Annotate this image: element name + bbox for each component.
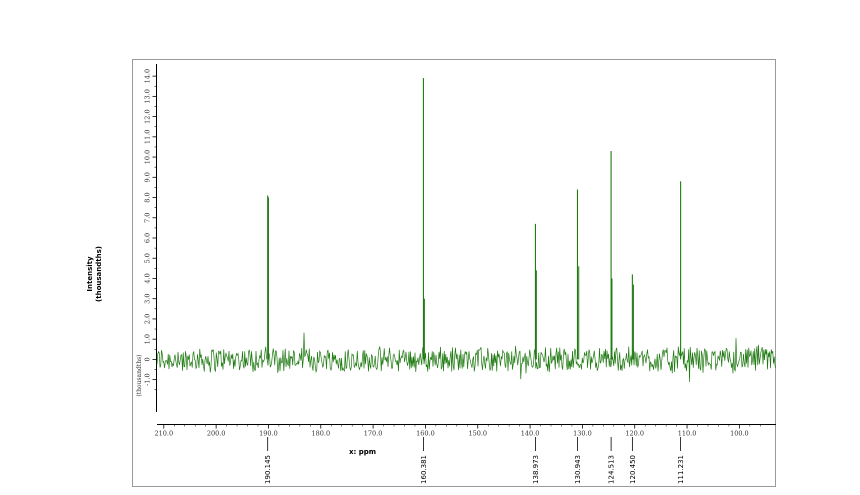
y-tick-label: 9.0 [144,172,152,182]
y-tick-label: 11.0 [144,130,152,144]
y-tick-label: 14.0 [144,69,152,83]
x-tick-label: 150.0 [468,430,487,438]
y-tick-label: 1.0 [144,334,152,344]
y-tick-label: 10.0 [144,150,152,164]
x-tick-label: 120.0 [625,430,644,438]
peak-label: 120.450 [629,455,637,484]
y-tick-label: 0 [144,357,152,361]
x-tick-label: 190.0 [259,430,278,438]
x-axis-title: x: ppm [349,448,377,456]
x-tick-label: 130.0 [573,430,592,438]
y-tick-label: -1.0 [144,373,152,386]
peak-label: 190.145 [264,455,272,484]
x-tick-label: 170.0 [364,430,383,438]
x-tick-label: 100.0 [730,430,749,438]
peak-label: 124.513 [608,455,616,484]
y-axis-title-line2: (thousandths) [95,246,103,302]
y-tick-label: 13.0 [144,89,152,103]
y-tick-label: 12.0 [144,109,152,123]
y-tick-label: 8.0 [144,192,152,202]
baseline-noise [156,332,777,383]
y-tick-label: 6.0 [144,233,152,243]
peak-label: 138.973 [532,455,540,484]
y-tick-label: 5.0 [144,253,152,263]
y-tick-label: 4.0 [144,273,152,283]
y-axis-title-line1: Intensity [86,256,94,292]
x-tick-label: 160.0 [416,430,435,438]
y-tick-label: 7.0 [144,213,152,223]
x-tick-label: 110.0 [678,430,697,438]
peak-label: 111.231 [677,455,685,484]
y-tick-label: 2.0 [144,314,152,324]
x-tick-label: 180.0 [311,430,330,438]
y-unit-label: (thousandths) [136,355,143,397]
peak-label: 160.381 [420,455,428,484]
x-tick-label: 210.0 [154,430,173,438]
y-axis-title: Intensity (thousandths) [86,246,104,302]
y-tick-label: 3.0 [144,294,152,304]
spectrum-plot-frame [132,59,776,487]
peak-label: 130.943 [574,455,582,484]
x-tick-label: 140.0 [521,430,540,438]
x-tick-label: 200.0 [207,430,226,438]
